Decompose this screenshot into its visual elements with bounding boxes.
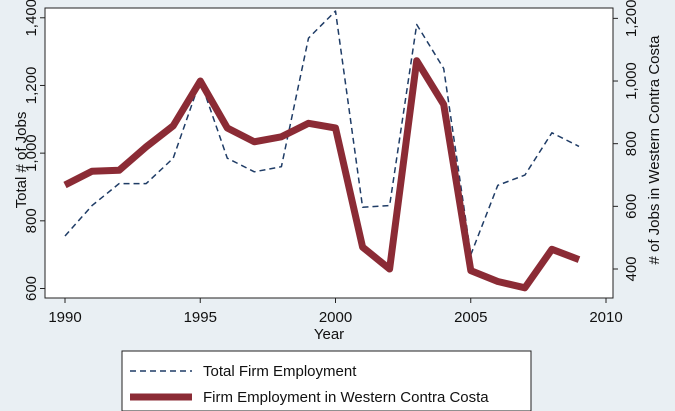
x-tick-label: 1990	[48, 309, 81, 326]
legend-label-total-firm-employment: Total Firm Employment	[203, 363, 357, 380]
x-axis-title: Year	[314, 326, 344, 343]
left-y-tick-label: 1,400	[23, 0, 40, 37]
right-y-tick-label: 1,000	[623, 62, 640, 100]
right-y-tick-label: 600	[623, 194, 640, 219]
x-tick-label: 1995	[184, 309, 217, 326]
legend: Total Firm Employment Firm Employment in…	[121, 350, 532, 411]
left-y-tick-label: 600	[23, 276, 40, 301]
series-line-western-contra-costa	[63, 57, 581, 292]
right-y-tick-label: 1,200	[623, 0, 640, 37]
right-y-tick-label: 800	[623, 131, 640, 156]
legend-label-western-contra-costa: Firm Employment in Western Contra Costa	[203, 389, 489, 406]
series-line-total-firm-employment	[64, 10, 580, 256]
plot-area	[44, 7, 614, 299]
left-y-tick-label: 1,200	[23, 67, 40, 105]
x-tick-label: 2005	[454, 309, 487, 326]
right-y-tick-label: 400	[623, 256, 640, 281]
plot-layer	[63, 10, 581, 292]
x-tick-label: 2010	[589, 309, 622, 326]
right-y-axis-title: # of Jobs in Western Contra Costa	[646, 35, 663, 265]
x-tick-label: 2000	[319, 309, 352, 326]
left-y-axis-title: Total # of Jobs	[13, 112, 30, 209]
left-y-tick-label: 1,000	[23, 134, 40, 172]
left-y-tick-label: 800	[23, 208, 40, 233]
legend-box	[121, 350, 532, 411]
axis-layer: 1990 1995 2000 2005 2010 600 800 1,000 1,200 1,40…	[23, 0, 640, 326]
